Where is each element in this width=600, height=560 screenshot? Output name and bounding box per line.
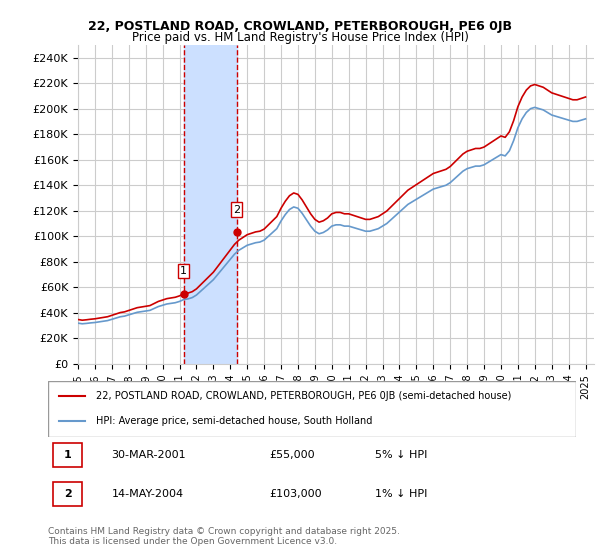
Text: £103,000: £103,000 bbox=[270, 489, 322, 499]
Text: 1% ↓ HPI: 1% ↓ HPI bbox=[376, 489, 428, 499]
Text: Price paid vs. HM Land Registry's House Price Index (HPI): Price paid vs. HM Land Registry's House … bbox=[131, 31, 469, 44]
Text: 1: 1 bbox=[180, 266, 187, 276]
Text: £55,000: £55,000 bbox=[270, 450, 316, 460]
Text: Contains HM Land Registry data © Crown copyright and database right 2025.
This d: Contains HM Land Registry data © Crown c… bbox=[48, 526, 400, 546]
Text: 5% ↓ HPI: 5% ↓ HPI bbox=[376, 450, 428, 460]
Bar bbox=[184, 45, 236, 364]
Text: 2: 2 bbox=[64, 489, 71, 499]
FancyBboxPatch shape bbox=[48, 381, 576, 437]
Text: HPI: Average price, semi-detached house, South Holland: HPI: Average price, semi-detached house,… bbox=[95, 416, 372, 426]
Text: 1: 1 bbox=[64, 450, 71, 460]
Text: 30-MAR-2001: 30-MAR-2001 bbox=[112, 450, 186, 460]
FancyBboxPatch shape bbox=[53, 482, 82, 506]
Text: 14-MAY-2004: 14-MAY-2004 bbox=[112, 489, 184, 499]
Text: 22, POSTLAND ROAD, CROWLAND, PETERBOROUGH, PE6 0JB: 22, POSTLAND ROAD, CROWLAND, PETERBOROUG… bbox=[88, 20, 512, 32]
Text: 2: 2 bbox=[233, 204, 240, 214]
FancyBboxPatch shape bbox=[53, 443, 82, 466]
Text: 22, POSTLAND ROAD, CROWLAND, PETERBOROUGH, PE6 0JB (semi-detached house): 22, POSTLAND ROAD, CROWLAND, PETERBOROUG… bbox=[95, 391, 511, 402]
